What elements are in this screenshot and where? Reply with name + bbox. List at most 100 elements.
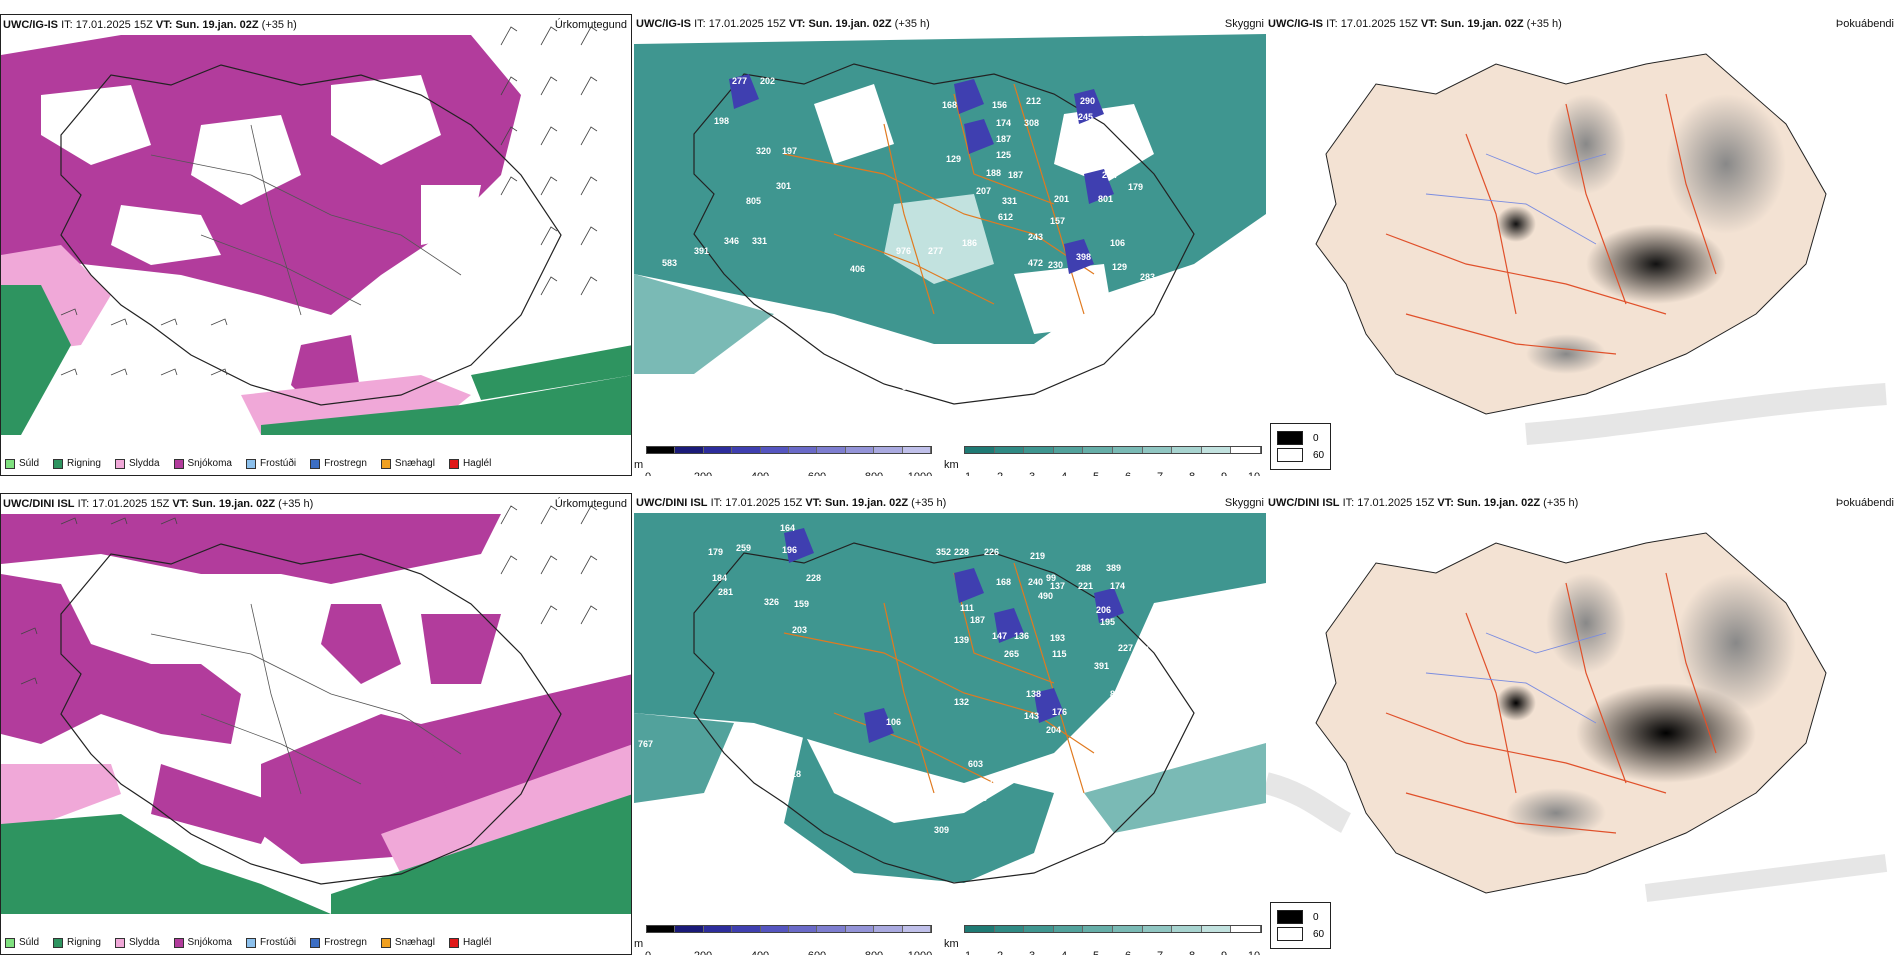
- svg-text:164: 164: [780, 523, 795, 533]
- svg-text:352: 352: [936, 547, 951, 557]
- svg-text:196: 196: [782, 545, 797, 555]
- svg-text:309: 309: [934, 825, 949, 835]
- svg-text:203: 203: [792, 625, 807, 635]
- panel-variable-name: Úrkomutegund: [554, 498, 627, 510]
- svg-text:156: 156: [992, 100, 1007, 110]
- svg-text:855: 855: [990, 779, 1005, 789]
- cloud-base-map: 164 259 196 179 184 281 228 326 159 203 …: [634, 493, 1266, 955]
- legend-item: 60: [1277, 927, 1324, 941]
- svg-text:143: 143: [1024, 711, 1039, 721]
- visibility-colorbar: km 1 2 3 4 5 6 7 8 9 10: [944, 446, 1264, 476]
- svg-text:240: 240: [1028, 577, 1043, 587]
- svg-text:341: 341: [902, 382, 917, 392]
- panel-variable-name: Úrkomutegund: [554, 19, 627, 31]
- svg-text:136: 136: [1014, 631, 1029, 641]
- svg-text:259: 259: [736, 543, 751, 553]
- panel-variable-name: Skyggni: [1224, 18, 1264, 30]
- legend-item: Snjókoma: [173, 937, 232, 948]
- cloud-base-panel-bottom: 164 259 196 179 184 281 228 326 159 203 …: [634, 493, 1266, 955]
- svg-text:290: 290: [1080, 96, 1095, 106]
- legend-item: Frostregn: [310, 937, 367, 948]
- svg-text:187: 187: [970, 615, 985, 625]
- svg-text:391: 391: [694, 246, 709, 256]
- svg-text:252: 252: [1154, 639, 1169, 649]
- panel-title: UWC/DINI ISL IT: 17.01.2025 15Z VT: Sun.…: [3, 498, 314, 510]
- precip-type-panel-top: UWC/IG-IS IT: 17.01.2025 15Z VT: Sun. 19…: [0, 14, 632, 476]
- svg-text:490: 490: [1038, 591, 1053, 601]
- legend-item: Frostúði: [245, 937, 296, 948]
- svg-text:179: 179: [708, 547, 723, 557]
- svg-text:193: 193: [1050, 633, 1065, 643]
- legend-item: 60: [1277, 448, 1324, 462]
- fog-index-legend: 0 60: [1270, 902, 1332, 949]
- svg-text:132: 132: [954, 697, 969, 707]
- svg-text:612: 612: [998, 212, 1013, 222]
- panel-variable-name: Skyggni: [1224, 497, 1264, 509]
- svg-text:265: 265: [1004, 649, 1019, 659]
- svg-text:331: 331: [752, 236, 767, 246]
- svg-text:202: 202: [760, 76, 775, 86]
- panel-variable-name: Þokuábendi: [1835, 18, 1894, 30]
- svg-text:179: 179: [1128, 182, 1143, 192]
- legend-item: Slydda: [114, 937, 160, 948]
- svg-text:308: 308: [1024, 118, 1039, 128]
- svg-text:125: 125: [996, 150, 1011, 160]
- legend-item: Súld: [5, 458, 39, 469]
- svg-text:206: 206: [1096, 605, 1111, 615]
- svg-text:281: 281: [718, 587, 733, 597]
- panel-title: UWC/IG-IS IT: 17.01.2025 15Z VT: Sun. 19…: [636, 18, 930, 30]
- svg-text:106: 106: [886, 717, 901, 727]
- svg-text:646: 646: [884, 779, 899, 789]
- svg-text:138: 138: [1026, 689, 1041, 699]
- fog-index-map: [1266, 493, 1898, 955]
- svg-text:331: 331: [1002, 196, 1017, 206]
- colorbar-swatches: [646, 925, 932, 933]
- svg-text:398: 398: [1076, 252, 1091, 262]
- svg-text:145: 145: [1060, 328, 1075, 338]
- svg-text:201: 201: [1054, 194, 1069, 204]
- svg-text:187: 187: [996, 134, 1011, 144]
- svg-text:98: 98: [1124, 156, 1134, 166]
- svg-text:219: 219: [1030, 551, 1045, 561]
- panel-title: UWC/IG-IS IT: 17.01.2025 15Z VT: Sun. 19…: [1268, 18, 1562, 30]
- precip-type-panel-bottom: UWC/DINI ISL IT: 17.01.2025 15Z VT: Sun.…: [0, 493, 632, 955]
- svg-text:346: 346: [724, 236, 739, 246]
- svg-text:406: 406: [850, 264, 865, 274]
- svg-text:391: 391: [1094, 661, 1109, 671]
- precip-type-map: [1, 15, 631, 475]
- svg-text:301: 301: [776, 181, 791, 191]
- legend-item: Frostregn: [310, 458, 367, 469]
- panel-variable-name: Þokuábendi: [1835, 497, 1894, 509]
- svg-text:283: 283: [1140, 272, 1155, 282]
- svg-text:230: 230: [1048, 260, 1063, 270]
- svg-text:147: 147: [992, 631, 1007, 641]
- svg-text:139: 139: [1048, 779, 1063, 789]
- panel-title: UWC/DINI ISL IT: 17.01.2025 15Z VT: Sun.…: [1268, 497, 1579, 509]
- svg-text:115: 115: [1052, 649, 1067, 659]
- svg-text:226: 226: [984, 547, 999, 557]
- svg-text:197: 197: [782, 146, 797, 156]
- legend-item: Rigning: [53, 458, 101, 469]
- svg-text:168: 168: [942, 100, 957, 110]
- colorbar-swatches: [964, 446, 1262, 454]
- fog-index-legend: 0 60: [1270, 423, 1332, 470]
- cloud-height-colorbar: m 0 200 400 600 800 1000: [634, 446, 934, 476]
- svg-text:168: 168: [996, 577, 1011, 587]
- svg-text:198: 198: [714, 116, 729, 126]
- svg-text:277: 277: [732, 76, 747, 86]
- svg-text:230: 230: [1156, 609, 1171, 619]
- colorbar-unit: km: [944, 938, 959, 950]
- svg-text:767: 767: [638, 739, 653, 749]
- legend-item: Snjókoma: [173, 458, 232, 469]
- svg-text:195: 195: [1100, 617, 1115, 627]
- panel-title: UWC/IG-IS IT: 17.01.2025 15Z VT: Sun. 19…: [3, 19, 297, 31]
- svg-text:157: 157: [1050, 216, 1065, 226]
- legend-item: Haglél: [448, 458, 491, 469]
- svg-text:389: 389: [1106, 563, 1121, 573]
- svg-text:228: 228: [954, 547, 969, 557]
- colorbar-unit: km: [944, 459, 959, 471]
- svg-text:174: 174: [996, 118, 1011, 128]
- svg-text:801: 801: [1098, 194, 1113, 204]
- svg-text:124: 124: [1110, 707, 1125, 717]
- svg-text:85: 85: [1110, 689, 1120, 699]
